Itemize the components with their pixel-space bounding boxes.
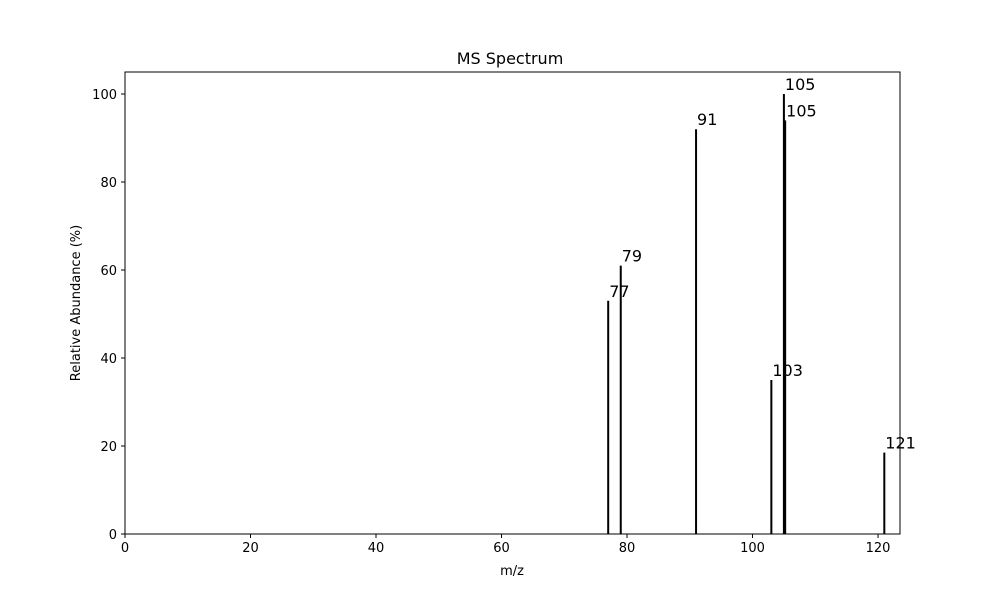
x-tick-label: 100 xyxy=(740,541,765,556)
x-tick-label: 0 xyxy=(121,541,129,556)
y-tick-label: 20 xyxy=(100,440,117,455)
spectrum-peaks xyxy=(607,94,886,534)
peak-label: 91 xyxy=(697,110,717,129)
y-tick-label: 60 xyxy=(100,264,117,279)
peak-label: 77 xyxy=(609,282,629,301)
x-tick-label: 20 xyxy=(242,541,259,556)
y-axis-label: Relative Abundance (%) xyxy=(69,225,84,381)
chart-title: MS Spectrum xyxy=(457,49,564,68)
x-tick-label: 60 xyxy=(493,541,510,556)
y-tick-label: 100 xyxy=(92,88,117,103)
peak-label: 105 xyxy=(785,75,816,94)
y-tick-label: 80 xyxy=(100,176,117,191)
peak-label: 103 xyxy=(772,361,803,380)
peak-labels: 77 79 91 103 105 105 121 xyxy=(609,75,916,453)
peak-label: 79 xyxy=(622,247,642,266)
x-tick-label: 120 xyxy=(866,541,891,556)
plot-frame xyxy=(124,71,901,535)
x-tick-label: 80 xyxy=(619,541,636,556)
axis-ticks: 0 20 40 60 80 100 120 0 20 40 60 80 100 xyxy=(92,88,890,556)
x-axis-label: m/z xyxy=(500,564,524,579)
y-tick-label: 0 xyxy=(109,528,117,543)
x-tick-label: 40 xyxy=(368,541,385,556)
peak-label: 121 xyxy=(885,434,916,453)
peak-label: 105 xyxy=(786,101,817,120)
y-tick-label: 40 xyxy=(100,352,117,367)
